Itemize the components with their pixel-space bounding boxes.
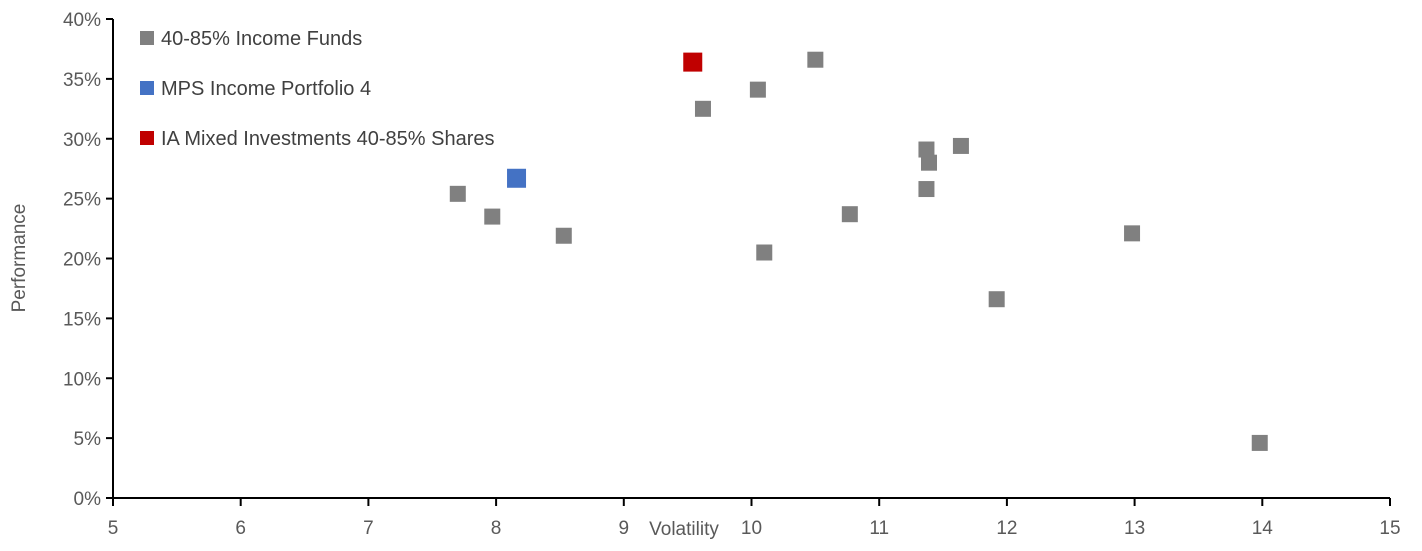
y-tick-label: 25% (63, 190, 101, 211)
axes (106, 18, 1391, 506)
legend-swatch (140, 131, 154, 145)
x-tick-label: 5 (108, 518, 119, 539)
x-tick-label: 9 (619, 518, 630, 539)
x-tick-label: 8 (491, 518, 502, 539)
legend-label: IA Mixed Investments 40-85% Shares (161, 128, 495, 150)
data-point (683, 52, 703, 72)
x-tick-label: 14 (1252, 518, 1274, 539)
x-axis-title: Volatility (649, 519, 719, 540)
data-point (841, 206, 858, 223)
y-tick-label: 30% (63, 130, 101, 151)
data-point (918, 181, 935, 198)
x-tick-label: 6 (235, 518, 246, 539)
x-tick-label: 15 (1379, 518, 1400, 539)
data-point (555, 227, 572, 244)
data-points (449, 51, 1268, 451)
data-point (952, 137, 969, 154)
legend-swatch (140, 81, 154, 95)
y-tick-label: 0% (74, 489, 102, 510)
data-point (988, 291, 1005, 308)
x-tick-labels: 5 6 7 8 9 10 11 12 13 14 15 (108, 518, 1401, 539)
data-point (918, 141, 935, 158)
data-point (1124, 225, 1141, 242)
legend-swatch (140, 31, 154, 45)
x-tick-label: 7 (363, 518, 374, 539)
x-tick-label: 10 (741, 518, 762, 539)
y-tick-label: 35% (63, 70, 101, 91)
data-point (1251, 434, 1268, 451)
data-point (484, 208, 501, 225)
legend-label: MPS Income Portfolio 4 (161, 78, 371, 100)
legend: 40-85% Income Funds MPS Income Portfolio … (140, 28, 495, 150)
y-tick-label: 5% (74, 429, 102, 450)
x-tick-label: 12 (996, 518, 1017, 539)
data-point (921, 154, 938, 171)
x-tick-label: 11 (869, 518, 889, 539)
y-axis-title: Performance (9, 204, 30, 313)
y-tick-label: 10% (63, 369, 101, 390)
data-point (694, 100, 711, 117)
data-point (507, 168, 527, 188)
y-tick-label: 15% (63, 309, 101, 330)
data-point (807, 51, 824, 68)
legend-label: 40-85% Income Funds (161, 28, 362, 50)
y-tick-label: 40% (63, 10, 101, 31)
data-point (449, 185, 466, 202)
y-tick-labels: 0% 5% 10% 15% 20% 25% 30% 35% 40% (63, 10, 101, 510)
x-tick-label: 13 (1124, 518, 1145, 539)
data-point (749, 81, 766, 98)
data-point (756, 244, 773, 261)
y-tick-label: 20% (63, 250, 101, 271)
